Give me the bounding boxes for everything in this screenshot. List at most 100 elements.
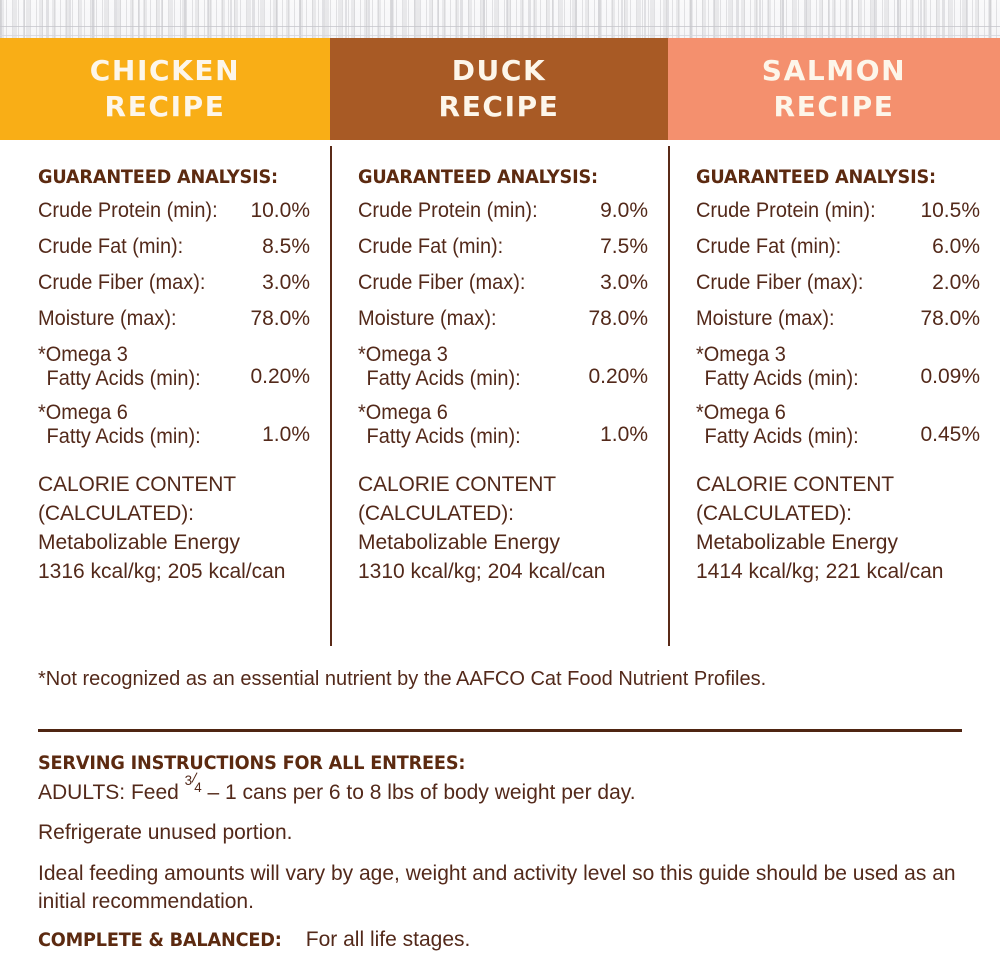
- guaranteed-analysis-title: GUARANTEED ANALYSIS:: [38, 166, 278, 188]
- complete-and-balanced-value: For all life stages.: [299, 928, 471, 951]
- calorie-line2: (CALCULATED):: [38, 501, 194, 525]
- header-duck-recipe: DUCK RECIPE: [330, 38, 668, 140]
- header-salmon-line1: SALMON: [761, 54, 907, 88]
- row-label-protein: Crude Protein (min):: [696, 199, 876, 222]
- table-row: Moisture (max): 78.0%: [358, 307, 648, 343]
- serving-refrigerate-line: Refrigerate unused portion.: [38, 820, 293, 844]
- header-chicken-line1: CHICKEN: [89, 54, 241, 88]
- row-label-omega3: *Omega 3 Fatty Acids (min):: [38, 343, 227, 401]
- omega6-title: *Omega 6: [696, 400, 786, 424]
- row-value-fiber: 3.0%: [262, 271, 310, 294]
- omega6-title: *Omega 6: [38, 400, 128, 424]
- header-chicken-line2: RECIPE: [104, 90, 226, 123]
- omega3-subtitle: Fatty Acids (min):: [704, 366, 859, 390]
- calorie-content-block: CALORIE CONTENT (CALCULATED): Metaboliza…: [358, 471, 648, 587]
- row-value-fiber: 3.0%: [600, 271, 648, 294]
- omega6-subtitle: Fatty Acids (min):: [366, 424, 521, 448]
- table-row: Crude Fat (min): 8.5%: [38, 235, 310, 271]
- row-value-omega3: 0.20%: [250, 364, 310, 388]
- row-value-fat: 7.5%: [600, 235, 648, 258]
- header-salmon-line2: RECIPE: [773, 90, 895, 123]
- calorie-content-block: CALORIE CONTENT (CALCULATED): Metaboliza…: [38, 471, 310, 587]
- table-row: Crude Protein (min): 10.5%: [696, 199, 980, 235]
- row-label-fiber: Crude Fiber (max):: [358, 271, 526, 294]
- row-label-omega3: *Omega 3 Fatty Acids (min):: [358, 343, 559, 401]
- guaranteed-analysis-table: Crude Protein (min): 10.5% Crude Fat (mi…: [696, 199, 980, 459]
- guaranteed-analysis-table: Crude Protein (min): 9.0% Crude Fat (min…: [358, 199, 648, 459]
- row-label-protein: Crude Protein (min):: [38, 199, 218, 222]
- table-row: *Omega 3 Fatty Acids (min): 0.09%: [696, 343, 980, 401]
- row-value-protein: 9.0%: [600, 199, 648, 222]
- guaranteed-analysis-title: GUARANTEED ANALYSIS:: [696, 166, 936, 188]
- table-row: Crude Fiber (max): 3.0%: [38, 271, 310, 307]
- calorie-value: 1316 kcal/kg; 205 kcal/can: [38, 559, 286, 583]
- serving-adults-prefix: ADULTS: Feed: [38, 781, 185, 804]
- row-value-omega3: 0.20%: [588, 364, 648, 388]
- calorie-line3: Metabolizable Energy: [38, 530, 240, 554]
- serving-instructions-title: SERVING INSTRUCTIONS FOR ALL ENTREES:: [38, 752, 466, 774]
- row-label-omega6: *Omega 6 Fatty Acids (min):: [38, 401, 227, 459]
- section-divider: [38, 729, 962, 732]
- table-row: Crude Fat (min): 6.0%: [696, 235, 980, 271]
- table-row: *Omega 3 Fatty Acids (min): 0.20%: [38, 343, 310, 401]
- table-row: *Omega 6 Fatty Acids (min): 1.0%: [38, 401, 310, 459]
- complete-and-balanced-line: COMPLETE & BALANCED: For all life stages…: [38, 928, 470, 952]
- table-row: Crude Fat (min): 7.5%: [358, 235, 648, 271]
- calorie-line1: CALORIE CONTENT: [38, 472, 237, 496]
- row-label-omega6: *Omega 6 Fatty Acids (min):: [358, 401, 559, 459]
- row-value-protein: 10.5%: [920, 199, 980, 222]
- header-duck-line1: DUCK: [451, 54, 547, 88]
- row-label-omega3: *Omega 3 Fatty Acids (min):: [696, 343, 893, 401]
- header-chicken-recipe: CHICKEN RECIPE: [0, 38, 330, 140]
- row-value-fat: 8.5%: [262, 235, 310, 258]
- row-value-omega6: 1.0%: [262, 422, 310, 446]
- table-row: Moisture (max): 78.0%: [696, 307, 980, 343]
- row-value-moisture: 78.0%: [588, 307, 648, 330]
- calorie-value: 1310 kcal/kg; 204 kcal/can: [358, 559, 606, 583]
- omega3-subtitle: Fatty Acids (min):: [46, 366, 201, 390]
- omega6-subtitle: Fatty Acids (min):: [46, 424, 201, 448]
- serving-ideal-amounts-line: Ideal feeding amounts will vary by age, …: [38, 861, 956, 913]
- table-row: *Omega 3 Fatty Acids (min): 0.20%: [358, 343, 648, 401]
- wood-seam-line: [0, 26, 1000, 27]
- header-salmon-recipe: SALMON RECIPE: [668, 38, 1000, 140]
- nutrition-columns: GUARANTEED ANALYSIS: Crude Protein (min)…: [0, 140, 1000, 668]
- nutrition-column-salmon: GUARANTEED ANALYSIS: Crude Protein (min)…: [668, 140, 1000, 668]
- calorie-line2: (CALCULATED):: [358, 501, 514, 525]
- guaranteed-analysis-table: Crude Protein (min): 10.0% Crude Fat (mi…: [38, 199, 310, 459]
- calorie-line2: (CALCULATED):: [696, 501, 852, 525]
- row-label-protein: Crude Protein (min):: [358, 199, 538, 222]
- calorie-line3: Metabolizable Energy: [696, 530, 898, 554]
- row-value-fat: 6.0%: [932, 235, 980, 258]
- row-value-omega6: 0.45%: [920, 422, 980, 446]
- recipe-header-bands: CHICKEN RECIPE DUCK RECIPE SALMON RECIPE: [0, 38, 1000, 140]
- table-row: Crude Protein (min): 10.0%: [38, 199, 310, 235]
- fraction-numerator: 3: [184, 773, 193, 789]
- omega3-title: *Omega 3: [38, 343, 128, 366]
- row-value-protein: 10.0%: [250, 199, 310, 222]
- omega6-title: *Omega 6: [358, 400, 448, 424]
- row-label-fiber: Crude Fiber (max):: [696, 271, 864, 294]
- calorie-value: 1414 kcal/kg; 221 kcal/can: [696, 559, 944, 583]
- row-label-fat: Crude Fat (min):: [358, 235, 504, 258]
- wood-seam-line: [0, 35, 1000, 36]
- row-label-fiber: Crude Fiber (max):: [38, 271, 206, 294]
- table-row: Moisture (max): 78.0%: [38, 307, 310, 343]
- wood-texture-strip: [0, 0, 1000, 38]
- complete-and-balanced-label: COMPLETE & BALANCED:: [38, 929, 282, 951]
- row-label-fat: Crude Fat (min):: [696, 235, 842, 258]
- calorie-line1: CALORIE CONTENT: [358, 472, 557, 496]
- aafco-footnote: *Not recognized as an essential nutrient…: [38, 668, 767, 690]
- table-row: Crude Fiber (max): 3.0%: [358, 271, 648, 307]
- table-row: Crude Protein (min): 9.0%: [358, 199, 648, 235]
- row-value-omega3: 0.09%: [920, 364, 980, 388]
- row-value-omega6: 1.0%: [600, 422, 648, 446]
- row-label-omega6: *Omega 6 Fatty Acids (min):: [696, 401, 893, 459]
- row-value-moisture: 78.0%: [920, 307, 980, 330]
- row-label-moisture: Moisture (max):: [358, 307, 497, 330]
- nutrition-column-duck: GUARANTEED ANALYSIS: Crude Protein (min)…: [330, 140, 668, 668]
- row-value-moisture: 78.0%: [250, 307, 310, 330]
- serving-adults-suffix: – 1 cans per 6 to 8 lbs of body weight p…: [201, 781, 636, 804]
- row-label-moisture: Moisture (max):: [696, 307, 835, 330]
